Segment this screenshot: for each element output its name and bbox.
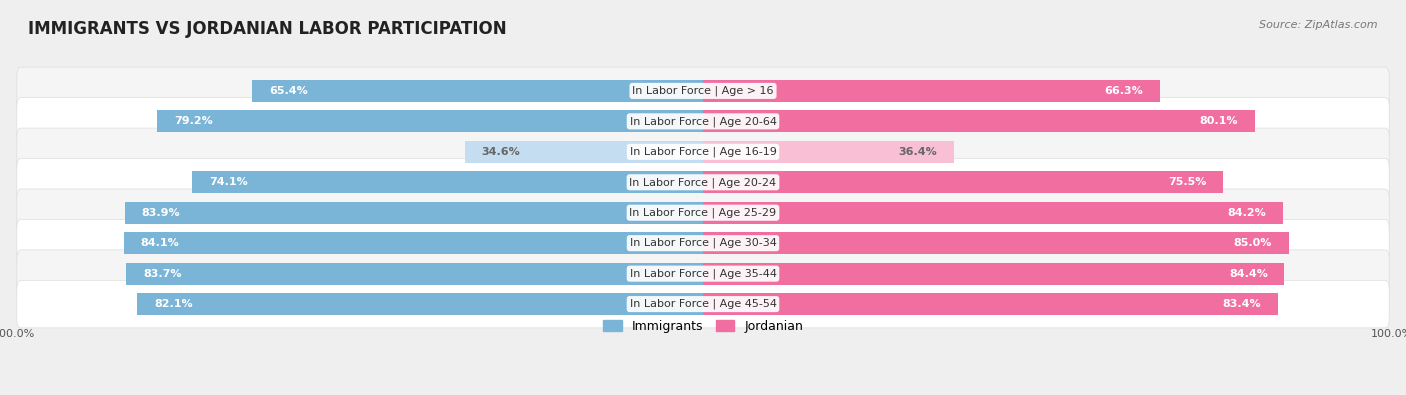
FancyBboxPatch shape <box>17 158 1389 206</box>
Text: In Labor Force | Age 20-64: In Labor Force | Age 20-64 <box>630 116 776 127</box>
Text: 75.5%: 75.5% <box>1168 177 1206 187</box>
Bar <box>703 80 1160 102</box>
Text: 84.1%: 84.1% <box>141 238 179 248</box>
Bar <box>703 141 953 163</box>
FancyBboxPatch shape <box>17 128 1389 175</box>
Bar <box>157 110 703 132</box>
Text: 80.1%: 80.1% <box>1199 117 1239 126</box>
Bar <box>703 110 1254 132</box>
Text: In Labor Force | Age 45-54: In Labor Force | Age 45-54 <box>630 299 776 309</box>
Text: 65.4%: 65.4% <box>269 86 308 96</box>
Legend: Immigrants, Jordanian: Immigrants, Jordanian <box>598 315 808 338</box>
Text: 83.4%: 83.4% <box>1222 299 1261 309</box>
Text: In Labor Force | Age 20-24: In Labor Force | Age 20-24 <box>630 177 776 188</box>
Bar <box>138 293 703 315</box>
Bar <box>127 263 703 285</box>
Bar <box>703 232 1289 254</box>
Bar <box>703 263 1285 285</box>
Text: IMMIGRANTS VS JORDANIAN LABOR PARTICIPATION: IMMIGRANTS VS JORDANIAN LABOR PARTICIPAT… <box>28 20 506 38</box>
Text: 83.9%: 83.9% <box>142 208 180 218</box>
Text: In Labor Force | Age 30-34: In Labor Force | Age 30-34 <box>630 238 776 248</box>
Bar <box>703 171 1223 193</box>
Text: 66.3%: 66.3% <box>1105 86 1143 96</box>
FancyBboxPatch shape <box>17 98 1389 145</box>
Text: In Labor Force | Age 25-29: In Labor Force | Age 25-29 <box>630 207 776 218</box>
Text: 85.0%: 85.0% <box>1233 238 1272 248</box>
FancyBboxPatch shape <box>17 280 1389 328</box>
Bar <box>125 202 703 224</box>
Bar <box>703 293 1278 315</box>
Text: 79.2%: 79.2% <box>174 117 212 126</box>
Text: 36.4%: 36.4% <box>898 147 938 157</box>
FancyBboxPatch shape <box>17 67 1389 115</box>
Text: In Labor Force | Age 16-19: In Labor Force | Age 16-19 <box>630 147 776 157</box>
FancyBboxPatch shape <box>17 220 1389 267</box>
Text: 74.1%: 74.1% <box>209 177 247 187</box>
Bar <box>124 232 703 254</box>
FancyBboxPatch shape <box>17 189 1389 237</box>
Text: Source: ZipAtlas.com: Source: ZipAtlas.com <box>1260 20 1378 30</box>
Text: 84.2%: 84.2% <box>1227 208 1267 218</box>
Bar <box>193 171 703 193</box>
Text: 83.7%: 83.7% <box>143 269 181 278</box>
Bar <box>464 141 703 163</box>
Text: In Labor Force | Age > 16: In Labor Force | Age > 16 <box>633 86 773 96</box>
Text: 34.6%: 34.6% <box>481 147 520 157</box>
Text: 82.1%: 82.1% <box>153 299 193 309</box>
Text: In Labor Force | Age 35-44: In Labor Force | Age 35-44 <box>630 268 776 279</box>
Text: 84.4%: 84.4% <box>1229 269 1268 278</box>
Bar <box>253 80 703 102</box>
FancyBboxPatch shape <box>17 250 1389 297</box>
Bar <box>703 202 1284 224</box>
